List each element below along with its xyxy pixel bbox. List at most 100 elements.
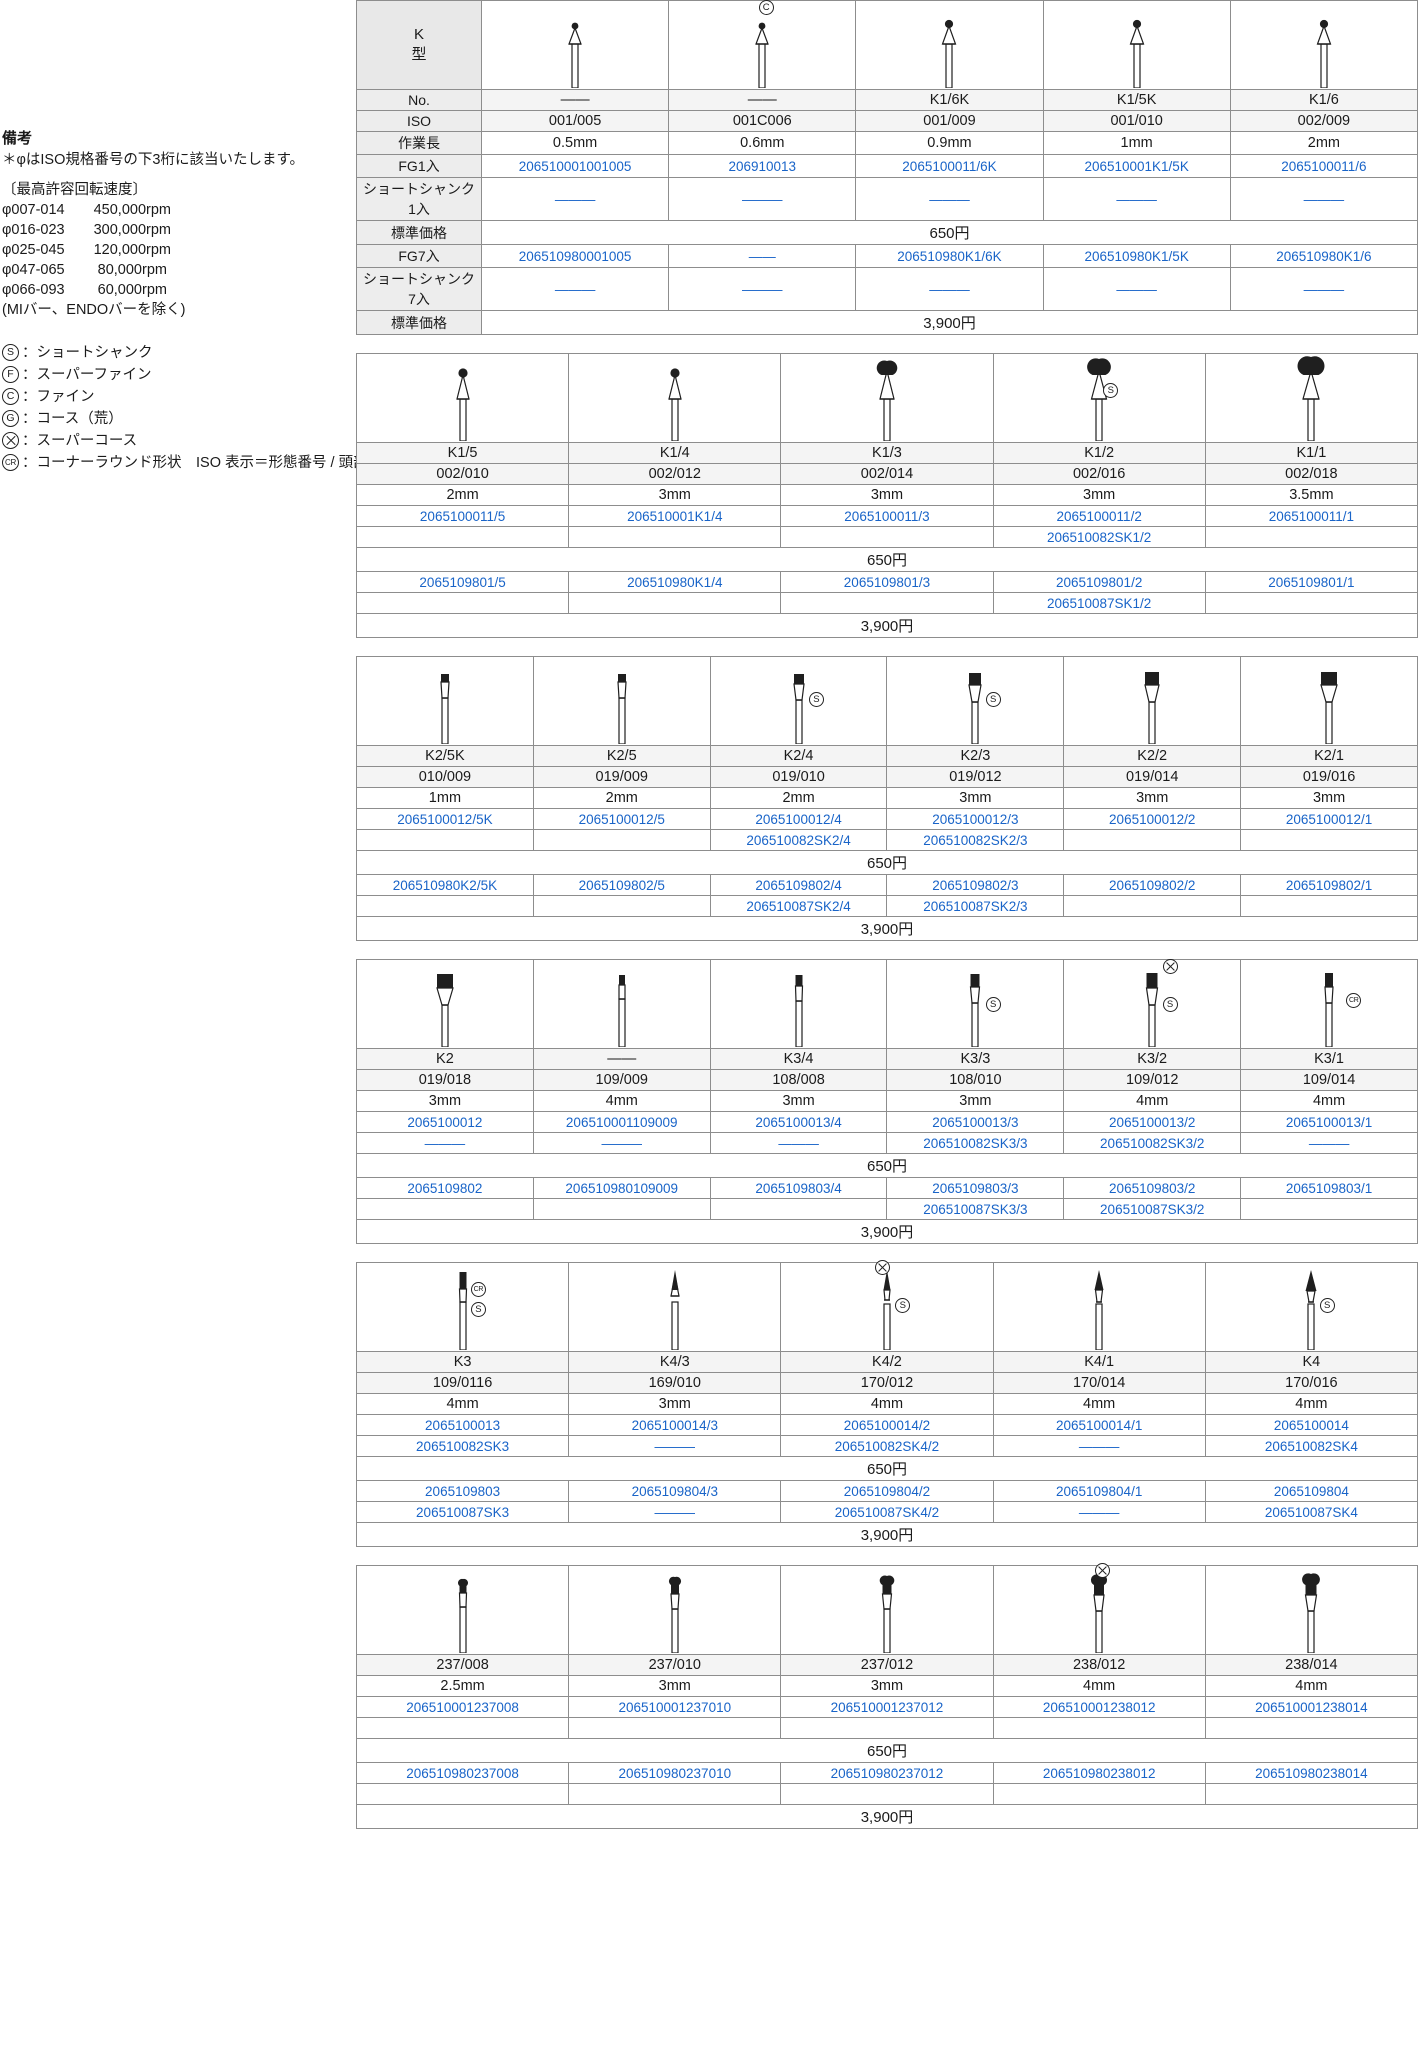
short-shank-icon: S: [1319, 1298, 1335, 1313]
iso-cell: 001C006: [668, 110, 857, 132]
bur-illustration-cell: [992, 1262, 1206, 1352]
bur-illustration-cell: [855, 0, 1044, 90]
short-shank-7-code-cell: [356, 1198, 534, 1220]
iso-cell: 001/009: [855, 110, 1044, 132]
iso-cell: 170/014: [992, 1372, 1206, 1394]
short-shank-7-code-cell: [1204, 592, 1418, 614]
iso-cell: 019/009: [532, 766, 711, 788]
fg1-code-cell: 206510001237008: [355, 1696, 570, 1718]
legend-label: ：スーパーコース: [22, 433, 138, 449]
price-650-row: 650円: [356, 850, 1418, 875]
short-shank-7-code-cell: 206510087SK3/2: [1063, 1198, 1242, 1220]
short-shank-7-row: 206510087SK2/4 206510087SK2/3: [356, 895, 1418, 917]
short-shank-1-code-cell: 206510082SK2/3: [886, 829, 1065, 851]
fg7-code-cell: 2065109801/2: [992, 571, 1206, 593]
fg1-code-cell: 206510001238012: [992, 1696, 1206, 1718]
short-shank-7-code-cell: ———: [1229, 267, 1418, 311]
price-3900-row: 3,900円: [356, 1522, 1418, 1547]
short-shank-1-code-cell: ———: [992, 1435, 1206, 1457]
working-length-cell: 3mm: [1063, 787, 1242, 809]
fg1-row: 206510001237008 206510001237010 2065100012…: [355, 1696, 1418, 1718]
working-length-cell: 0.9mm: [855, 131, 1044, 155]
short-shank-icon: S: [808, 692, 824, 707]
iso-cell: 019/010: [709, 766, 888, 788]
model-no-cell: K4/1: [992, 1351, 1206, 1373]
fg1-row: 2065100013 2065100014/3 2065100014/2 206510…: [355, 1414, 1418, 1436]
short-shank-1-code-cell: [1240, 829, 1418, 851]
speed-row: φ066-093 60,000rpm: [2, 281, 167, 298]
fg7-code-cell: 206510980237012: [780, 1762, 994, 1784]
working-length-cell: 4mm: [355, 1393, 570, 1415]
iso-cell: 019/012: [886, 766, 1065, 788]
model-no-cell: K4: [1204, 1351, 1418, 1373]
short-shank-1-code-cell: [568, 1717, 782, 1739]
corner-round-icon: CR: [1346, 993, 1362, 1008]
model-no-cell: K4/3: [568, 1351, 782, 1373]
bur-illustration-cell: S: [992, 353, 1206, 443]
working-length-cell: 3mm: [568, 1393, 782, 1415]
bur-ball-2-icon: [783, 355, 990, 441]
fg1-code-cell: 206510001K1/4: [568, 505, 782, 527]
table-corner-label: K 型: [356, 0, 482, 90]
model-no-cell: ——: [668, 89, 857, 111]
working-length-row: 2mm 3mm 3mm 3mm 3.5mm: [355, 484, 1418, 506]
bur-inv-cone-1-icon: [359, 658, 531, 744]
bur-needle-1-icon: [571, 1264, 778, 1350]
illustration-row: S: [355, 353, 1418, 443]
fg1-code-cell: 2065100012/5K: [356, 808, 534, 830]
fg1-code-cell: 2065100014/2: [780, 1414, 994, 1436]
price-3900-row: 3,900円: [356, 916, 1418, 941]
working-length-cell: 2mm: [1229, 131, 1418, 155]
working-length-cell: 2mm: [709, 787, 888, 809]
short-shank-1-row: [355, 1717, 1418, 1739]
speed-exclusion: (MIバー、ENDOバーを除く): [2, 301, 186, 318]
bur-illustration-cell: [568, 1262, 782, 1352]
short-shank-1-code-cell: ———: [855, 177, 1044, 221]
bur-illustration-cell: S: [1204, 1262, 1418, 1352]
iso-cell: 108/010: [886, 1069, 1065, 1091]
price-3900-cell: 3,900円: [356, 1219, 1418, 1244]
price-3900-row: 標準価格 3,900円: [356, 310, 1418, 335]
no-row: K1/5 K1/4 K1/3 K1/2 K1/1: [355, 442, 1418, 464]
price-3900-row: 3,900円: [356, 613, 1418, 638]
price-650-cell: 650円: [356, 850, 1418, 875]
super-coarse-icon: [2, 432, 19, 449]
fg1-row: 2065100012/5K 2065100012/5 2065100012/4 206…: [356, 808, 1418, 830]
row-label-fg7: FG7入: [356, 244, 482, 268]
fg1-row: 2065100012 206510001109009 2065100013/4 206…: [356, 1111, 1418, 1133]
fg1-code-cell: 2065100011/3: [780, 505, 994, 527]
fg7-code-cell: 2065109802/3: [886, 874, 1065, 896]
no-row: No. —— —— K1/6K K1/5K K1/6: [356, 89, 1418, 111]
model-no-cell: K2/4: [709, 745, 888, 767]
bur-illustration-cell: [480, 0, 670, 90]
bur-inv-cone-6-icon: [359, 961, 531, 1047]
short-shank-icon: S: [470, 1302, 486, 1317]
short-shank-1-code-cell: 206510082SK4: [1204, 1435, 1418, 1457]
short-shank-1-code-cell: [355, 1717, 570, 1739]
fg7-code-cell: 206510980K2/5K: [356, 874, 534, 896]
price-650-row: 650円: [356, 1153, 1418, 1178]
short-shank-1-code-cell: ———: [480, 177, 670, 221]
speed-row: φ016-023 300,000rpm: [2, 221, 172, 238]
iso-cell: 109/012: [1063, 1069, 1242, 1091]
fg7-code-cell: 2065109802/5: [532, 874, 711, 896]
model-no-cell: K2/5K: [356, 745, 534, 767]
short-shank-1-code-cell: [568, 526, 782, 548]
illustration-row: K 型 C: [356, 0, 1418, 90]
bur-flat-6-icon: CR S: [359, 1264, 566, 1350]
short-shank-1-code-cell: 206510082SK2/4: [709, 829, 888, 851]
short-shank-1-code-cell: [356, 829, 534, 851]
working-length-cell: 3mm: [568, 1675, 782, 1697]
fg1-code-cell: 2065100013: [355, 1414, 570, 1436]
iso-row: 010/009 019/009 019/010 019/012 019/014 019/0…: [356, 766, 1418, 788]
table-k2: S S K2/5K K2/5 K2/4 K2/3 K2/2 K2/1 010/009 019/…: [356, 656, 1418, 941]
price-3900-cell: 3,900円: [481, 310, 1418, 335]
short-shank-icon: S: [2, 343, 19, 361]
row-label-short-shank-1: ショートシャンク 1入: [356, 177, 482, 221]
bur-illustration-cell: S: [1063, 959, 1242, 1049]
fg7-code-cell: 2065109802/4: [709, 874, 888, 896]
working-length-cell: 3.5mm: [1204, 484, 1418, 506]
short-shank-7-code-cell: 206510087SK1/2: [992, 592, 1206, 614]
fg7-row: 2065109802 206510980109009 2065109803/4 206…: [356, 1177, 1418, 1199]
price-650-row: 650円: [356, 1456, 1418, 1481]
